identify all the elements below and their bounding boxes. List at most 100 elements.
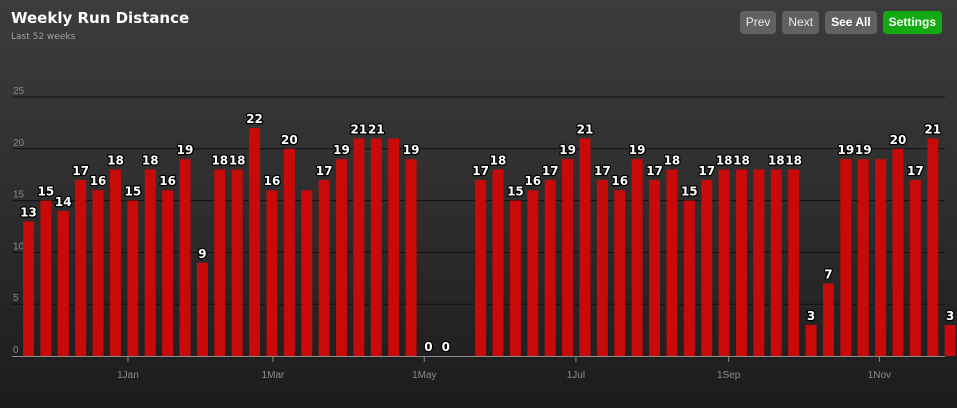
bar-value-label: 14 xyxy=(55,195,72,209)
bar-value-label: 18 xyxy=(733,154,750,168)
bar[interactable] xyxy=(753,169,765,356)
bar-value-label: 17 xyxy=(316,164,333,178)
bar-value-label: 19 xyxy=(177,143,194,157)
bar[interactable] xyxy=(666,169,678,356)
y-tick-label: 15 xyxy=(13,190,25,201)
bar-value-label: 17 xyxy=(542,164,559,178)
bar-value-label: 19 xyxy=(855,143,872,157)
y-tick-label: 0 xyxy=(13,345,19,356)
bar-value-label: 21 xyxy=(351,122,368,136)
prev-button[interactable]: Prev xyxy=(739,11,777,34)
bar-value-label: 19 xyxy=(403,143,420,157)
bar-value-label: 19 xyxy=(333,143,350,157)
bars xyxy=(23,128,956,356)
bar[interactable] xyxy=(370,138,382,356)
bar[interactable] xyxy=(909,179,921,356)
bar[interactable] xyxy=(579,138,591,356)
bar[interactable] xyxy=(614,190,626,356)
bar-value-label: 18 xyxy=(785,154,802,168)
bar[interactable] xyxy=(683,200,695,356)
bar[interactable] xyxy=(75,179,87,356)
bar[interactable] xyxy=(527,190,539,356)
bar[interactable] xyxy=(283,148,295,356)
x-tick-label: 1Sep xyxy=(717,370,741,381)
bar-value-label: 20 xyxy=(281,133,298,147)
bar[interactable] xyxy=(631,159,643,356)
bar[interactable] xyxy=(857,159,869,356)
bar[interactable] xyxy=(475,179,487,356)
bar[interactable] xyxy=(562,159,574,356)
bar-value-label: 16 xyxy=(264,174,281,188)
bar[interactable] xyxy=(875,159,887,356)
bar[interactable] xyxy=(388,138,400,356)
bar-value-label: 20 xyxy=(890,133,907,147)
bar[interactable] xyxy=(544,179,556,356)
bar-value-label: 0 xyxy=(442,340,450,354)
bar[interactable] xyxy=(336,159,348,356)
bar-value-label: 18 xyxy=(490,154,507,168)
bar-value-label: 18 xyxy=(107,154,124,168)
bar-value-label: 18 xyxy=(229,154,246,168)
bar-value-label: 18 xyxy=(142,154,159,168)
bar-value-label: 15 xyxy=(124,185,141,199)
bar[interactable] xyxy=(92,190,104,356)
bar[interactable] xyxy=(892,148,904,356)
bar[interactable] xyxy=(405,159,417,356)
x-tick-label: 1Mar xyxy=(262,370,285,381)
bar[interactable] xyxy=(249,128,261,356)
x-tick-label: 1May xyxy=(412,370,436,381)
bar[interactable] xyxy=(701,179,713,356)
bar[interactable] xyxy=(735,169,747,356)
bar[interactable] xyxy=(649,179,661,356)
bar[interactable] xyxy=(788,169,800,356)
bar-value-label: 17 xyxy=(594,164,611,178)
bar[interactable] xyxy=(127,200,139,356)
bar[interactable] xyxy=(301,190,313,356)
x-tick-label: 1Nov xyxy=(868,370,891,381)
bar[interactable] xyxy=(318,179,330,356)
bar[interactable] xyxy=(40,200,52,356)
bar-value-label: 17 xyxy=(646,164,663,178)
see-all-button[interactable]: See All xyxy=(825,11,877,34)
bar-value-label: 18 xyxy=(768,154,785,168)
x-tick-label: 1Jan xyxy=(117,370,139,381)
bar-value-label: 13 xyxy=(20,205,37,219)
bar[interactable] xyxy=(805,324,817,356)
bar[interactable] xyxy=(23,221,34,356)
bar[interactable] xyxy=(492,169,504,356)
bar[interactable] xyxy=(718,169,730,356)
x-axis: 1Jan 1Mar 1May 1Jul 1Sep 1Nov xyxy=(12,356,945,381)
bar[interactable] xyxy=(196,262,208,356)
bar-value-label: 3 xyxy=(807,309,815,323)
bar-value-label: 18 xyxy=(716,154,733,168)
bar-value-label: 21 xyxy=(368,122,385,136)
y-tick-label: 20 xyxy=(13,138,25,149)
bar-value-label: 17 xyxy=(907,164,924,178)
bar[interactable] xyxy=(770,169,782,356)
bar-value-label: 18 xyxy=(211,154,228,168)
bar[interactable] xyxy=(57,210,69,356)
bar[interactable] xyxy=(927,138,939,356)
bar[interactable] xyxy=(162,190,174,356)
bar-value-label: 22 xyxy=(246,112,263,126)
settings-button[interactable]: Settings xyxy=(882,11,942,34)
bar[interactable] xyxy=(144,169,156,356)
chart-title: Weekly Run Distance xyxy=(11,9,190,27)
bar[interactable] xyxy=(214,169,226,356)
bar[interactable] xyxy=(266,190,278,356)
next-button[interactable]: Next xyxy=(782,11,820,34)
bar[interactable] xyxy=(509,200,521,356)
bar[interactable] xyxy=(353,138,365,356)
bar-value-label: 16 xyxy=(524,174,541,188)
bar[interactable] xyxy=(944,324,956,356)
bar[interactable] xyxy=(840,159,852,356)
bar[interactable] xyxy=(231,169,243,356)
bar[interactable] xyxy=(596,179,608,356)
bar-value-label: 16 xyxy=(611,174,628,188)
bar-value-label: 19 xyxy=(559,143,576,157)
bar[interactable] xyxy=(822,283,834,356)
bar[interactable] xyxy=(109,169,121,356)
bar[interactable] xyxy=(179,159,191,356)
